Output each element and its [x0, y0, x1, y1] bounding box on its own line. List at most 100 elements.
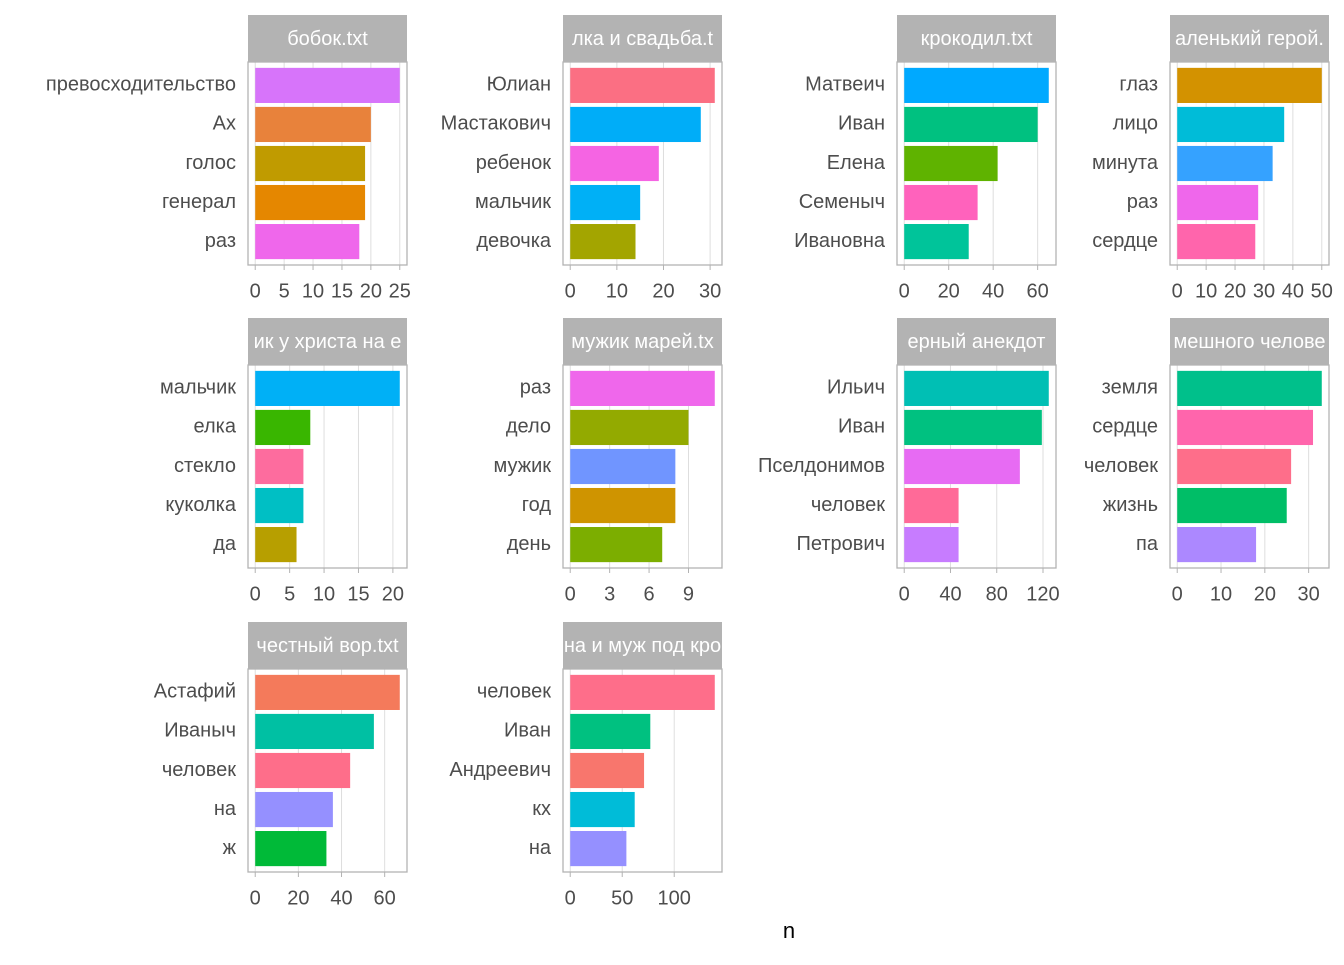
y-tick-label: Иван [504, 720, 551, 742]
bar [255, 674, 400, 710]
panel-title: ик у христа на е [254, 331, 402, 353]
bar [1177, 370, 1322, 406]
bar [255, 831, 327, 867]
x-tick-label: 20 [938, 280, 960, 302]
y-tick-label: па [1136, 533, 1159, 555]
x-tick-label: 0 [565, 280, 576, 302]
x-tick-label: 20 [287, 887, 309, 909]
bar [904, 448, 1020, 485]
x-tick-label: 0 [565, 887, 576, 909]
bar [570, 409, 689, 446]
bar [904, 370, 1049, 406]
bar [1177, 448, 1292, 485]
y-tick-label: раз [205, 230, 236, 252]
strip [563, 15, 722, 62]
bar [570, 184, 641, 221]
y-tick-label: Семеныч [799, 191, 885, 213]
bar [570, 106, 701, 143]
bar [904, 527, 959, 563]
x-tick-label: 40 [330, 887, 352, 909]
y-tick-label: Матвеич [805, 74, 885, 96]
panel-title: честный вор.txt [256, 635, 399, 657]
bar [1177, 409, 1314, 446]
y-tick-label: лицо [1113, 113, 1158, 135]
x-tick-label: 50 [1311, 280, 1333, 302]
bar [570, 791, 635, 828]
x-tick-label: 40 [939, 583, 961, 605]
y-tick-label: кх [532, 798, 551, 820]
y-tick-label: генерал [162, 191, 236, 213]
y-tick-label: елка [194, 416, 237, 438]
y-tick-label: превосходительство [46, 74, 236, 96]
bar [1177, 527, 1257, 563]
y-tick-label: жизнь [1103, 494, 1158, 516]
bar [904, 106, 1038, 143]
y-tick-label: да [213, 533, 237, 555]
y-tick-label: Иваныч [164, 720, 236, 742]
y-tick-label: человек [1084, 455, 1158, 477]
bar [904, 224, 969, 260]
y-tick-label: мужик [494, 455, 552, 477]
x-tick-label: 0 [1172, 280, 1183, 302]
x-tick-label: 40 [982, 280, 1004, 302]
y-tick-label: минута [1092, 152, 1159, 174]
bar [255, 409, 311, 446]
panel-title: мешного челове [1173, 331, 1325, 353]
bar [570, 487, 676, 524]
x-tick-label: 25 [389, 280, 411, 302]
bar [570, 145, 659, 182]
strip [248, 622, 407, 669]
strip [563, 318, 722, 365]
y-tick-label: дело [506, 416, 551, 438]
panel-title: аленький герой. [1175, 28, 1324, 50]
x-tick-label: 10 [1210, 583, 1232, 605]
x-tick-label: 60 [1027, 280, 1049, 302]
bar [570, 527, 663, 563]
y-tick-label: глаз [1119, 74, 1158, 96]
bar [255, 184, 366, 221]
y-tick-label: Пселдонимов [758, 455, 885, 477]
y-tick-label: раз [520, 377, 551, 399]
y-tick-label: человек [811, 494, 885, 516]
y-tick-label: сердце [1092, 230, 1158, 252]
x-tick-label: 10 [313, 583, 335, 605]
x-tick-label: 80 [986, 583, 1008, 605]
x-tick-label: 15 [347, 583, 369, 605]
bar [904, 409, 1042, 446]
bar [570, 67, 715, 103]
y-tick-label: голос [185, 152, 236, 174]
y-tick-label: ребенок [476, 152, 552, 174]
bar [570, 713, 651, 750]
x-tick-label: 20 [382, 583, 404, 605]
x-tick-label: 10 [1195, 280, 1217, 302]
bar [1177, 487, 1287, 524]
strip [897, 318, 1056, 365]
y-tick-label: мальчик [160, 377, 236, 399]
strip [1170, 15, 1329, 62]
x-tick-label: 50 [611, 887, 633, 909]
x-tick-label: 20 [1224, 280, 1246, 302]
bar [1177, 145, 1273, 182]
x-tick-label: 6 [644, 583, 655, 605]
y-tick-label: день [507, 533, 551, 555]
x-tick-label: 30 [699, 280, 721, 302]
bar [570, 370, 715, 406]
bar [255, 145, 366, 182]
y-tick-label: мальчик [475, 191, 551, 213]
y-tick-label: ж [223, 837, 237, 859]
x-tick-label: 100 [658, 887, 691, 909]
y-tick-label: Астафий [154, 681, 236, 703]
bar [904, 184, 978, 221]
x-tick-label: 30 [1253, 280, 1275, 302]
strip [248, 318, 407, 365]
y-tick-label: Ивановна [794, 230, 886, 252]
bar [255, 487, 304, 524]
x-tick-label: 0 [250, 280, 261, 302]
y-tick-label: земля [1102, 377, 1158, 399]
x-tick-label: 3 [604, 583, 615, 605]
x-tick-label: 60 [374, 887, 396, 909]
y-tick-label: на [529, 837, 552, 859]
bar [1177, 184, 1259, 221]
strip [897, 15, 1056, 62]
